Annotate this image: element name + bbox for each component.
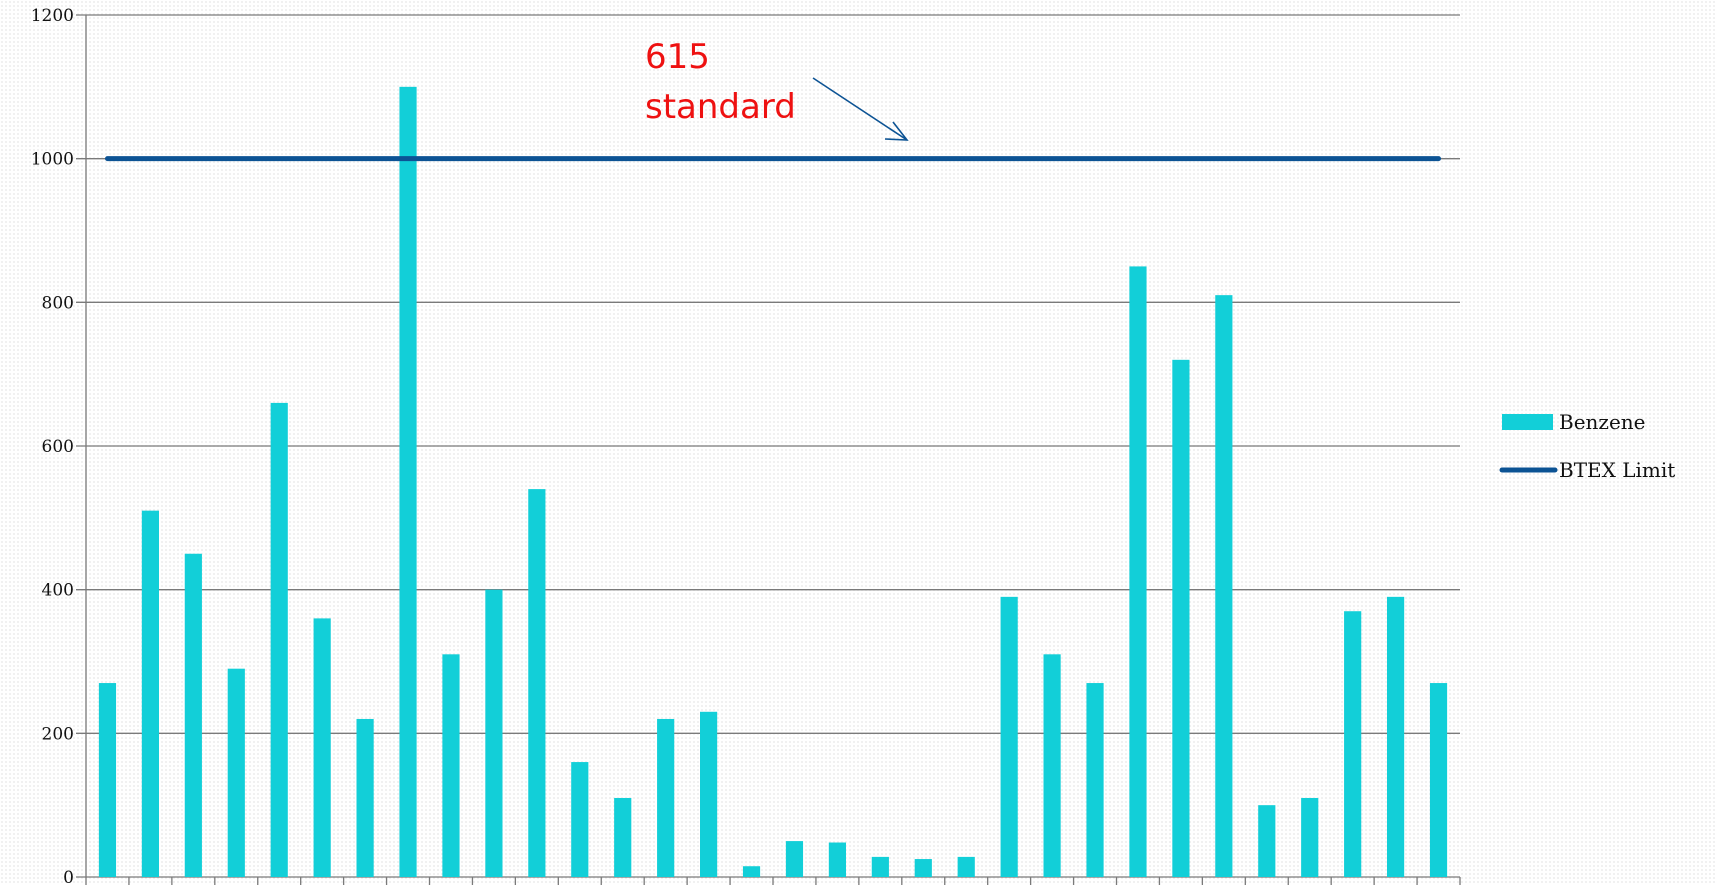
bar-benzene <box>871 856 889 877</box>
y-tick-label: 0 <box>63 868 74 885</box>
bar-benzene <box>957 856 975 877</box>
bar-benzene <box>828 842 846 877</box>
legend-item-btex-limit: BTEX Limit <box>1499 458 1675 482</box>
legend-label-benzene: Benzene <box>1559 410 1646 434</box>
bar-benzene <box>742 866 761 877</box>
bar-benzene <box>485 589 503 877</box>
bar-benzene <box>700 711 718 877</box>
bar-benzene <box>141 510 159 877</box>
bar-benzene <box>1172 359 1190 877</box>
bar-benzene <box>1000 596 1018 877</box>
y-tick-label: 1200 <box>31 6 74 26</box>
bar-benzene <box>657 718 675 877</box>
bar-benzene <box>313 618 331 877</box>
legend-item-benzene: Benzene <box>1502 410 1646 434</box>
annotation-arrow <box>812 77 908 141</box>
annotation-arrowhead <box>884 121 909 141</box>
bar-benzene <box>356 718 374 877</box>
legend-label-btex-limit: BTEX Limit <box>1559 458 1675 482</box>
bar-benzene <box>571 762 589 877</box>
bar-benzene <box>1215 295 1233 877</box>
bar-benzene <box>98 683 117 877</box>
y-tick-label: 600 <box>42 437 74 457</box>
bar-benzene <box>1129 266 1147 878</box>
y-axis-tick-labels: 0 200 400 600 800 1000 1200 <box>31 6 74 885</box>
bar-benzene <box>1043 654 1061 877</box>
legend: Benzene BTEX Limit <box>1499 410 1675 482</box>
bar-benzene <box>914 859 932 877</box>
bar-benzene <box>614 797 632 877</box>
bar-benzene <box>785 841 804 877</box>
bar-benzene <box>1344 611 1362 877</box>
bar-benzene <box>184 553 202 877</box>
bar-benzene <box>528 489 546 877</box>
annotation-line-2: standard <box>645 87 796 127</box>
y-tick-label: 400 <box>42 581 74 601</box>
benzene-bars <box>98 86 1448 878</box>
annotation-line-1: 615 <box>645 37 710 77</box>
bar-benzene <box>442 654 460 877</box>
x-axis <box>85 15 1461 885</box>
bar-benzene <box>1387 596 1405 877</box>
bar-benzene <box>1086 683 1104 877</box>
y-tick-label: 200 <box>42 724 74 744</box>
bar-benzene <box>1301 797 1319 877</box>
legend-swatch-benzene <box>1502 414 1553 430</box>
y-tick-label: 800 <box>42 293 74 313</box>
bar-benzene <box>270 402 288 877</box>
bar-benzene <box>1258 805 1276 877</box>
bar-benzene <box>1429 683 1448 877</box>
annotation: 615 standard <box>645 37 909 141</box>
bar-benzene <box>399 86 417 878</box>
bar-benzene <box>227 668 245 877</box>
y-tick-label: 1000 <box>31 150 74 170</box>
